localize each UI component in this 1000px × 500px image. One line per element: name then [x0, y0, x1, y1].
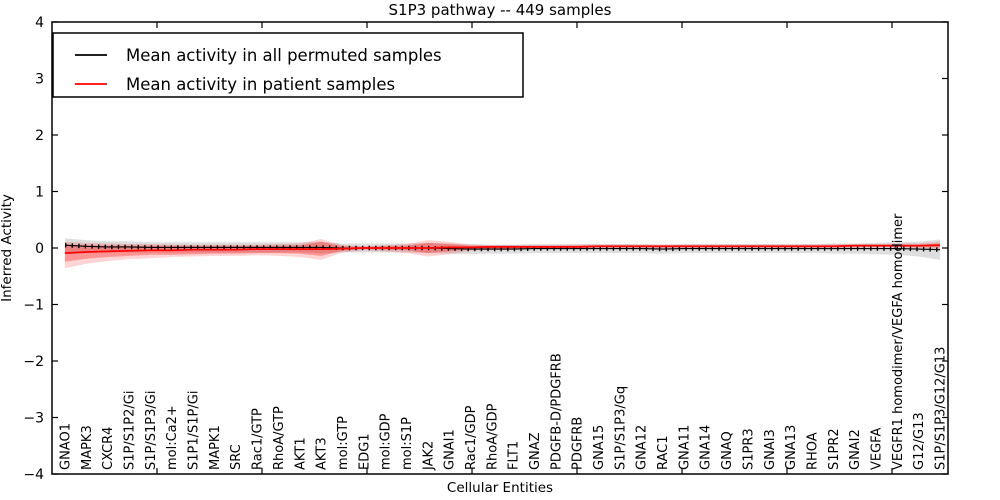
x-tick-label: mol:Ca2+: [165, 405, 180, 470]
y-tick-label: 0: [35, 241, 44, 257]
x-tick-label: Rac1/GDP: [464, 405, 479, 470]
x-tick-label: mol:GDP: [379, 413, 394, 470]
legend-label: Mean activity in all permuted samples: [126, 46, 442, 65]
legend-label: Mean activity in patient samples: [126, 75, 395, 94]
y-tick-label: 3: [35, 71, 44, 87]
x-tick-label: GNAO1: [59, 423, 74, 470]
x-tick-label: GNA13: [784, 425, 799, 470]
x-tick-label: mol:GTP: [336, 416, 351, 470]
y-tick-label: −3: [23, 410, 44, 426]
x-tick-label: mol:S1P: [400, 417, 415, 470]
x-tick-label: FLT1: [507, 441, 522, 470]
x-tick-label: GNAZ: [528, 432, 543, 470]
x-tick-label: RhoA/GDP: [485, 403, 500, 470]
y-tick-label: 2: [35, 128, 44, 144]
x-tick-label: RhoA/GTP: [272, 406, 287, 470]
x-tick-label: RAC1: [656, 435, 671, 470]
x-tick-label: PDGFB-D/PDGFRB: [549, 353, 564, 470]
x-tick-label: AKT1: [293, 437, 308, 470]
x-tick-label: AKT3: [315, 437, 330, 470]
x-tick-label: GNA12: [635, 425, 650, 470]
x-tick-label: GNA14: [699, 425, 714, 470]
patient-mean-line: [64, 244, 941, 254]
y-tick-label: −1: [23, 297, 44, 313]
x-tick-label: GNAI1: [443, 429, 458, 470]
x-tick-label: S1P/S1P3/G12/G13: [934, 347, 949, 470]
y-tick-label: −2: [23, 354, 44, 370]
x-tick-label: S1P/S1P3/Gq: [613, 386, 628, 470]
x-tick-label: GNA15: [592, 425, 607, 470]
legend: Mean activity in all permuted samples Mea…: [52, 32, 524, 98]
y-axis-label: Inferred Activity: [0, 194, 15, 302]
x-tick-label: MAPK1: [208, 425, 223, 470]
x-tick-label: RHOA: [805, 432, 820, 470]
x-tick-label: S1P1/S1P/Gi: [187, 391, 202, 470]
chart-title: S1P3 pathway -- 449 samples: [389, 1, 612, 19]
x-tick-label: S1PR3: [741, 428, 756, 470]
y-tick-label: −4: [23, 467, 44, 483]
x-tick-label: PDGFRB: [571, 417, 586, 470]
x-tick-label: JAK2: [421, 441, 436, 471]
x-tick-label: GNAI3: [763, 429, 778, 470]
x-tick-label: G12/G13: [912, 412, 927, 470]
x-tick-label: VEGFA: [869, 428, 884, 470]
x-axis-label: Cellular Entities: [447, 480, 553, 496]
x-tick-label: GNA11: [677, 425, 692, 470]
x-tick-label: MAPK3: [80, 425, 95, 470]
x-tick-label: S1P/S1P3/Gi: [144, 391, 159, 470]
x-tick-label: S1P/S1P2/Gi: [123, 391, 138, 470]
x-tick-label: GNAI2: [848, 429, 863, 470]
x-tick-label: S1PR2: [827, 428, 842, 470]
x-tick-label: SRC: [229, 444, 244, 470]
x-tick-label: VEGFR1 homodimer/VEGFA homodimer: [891, 213, 906, 470]
y-tick-label: 4: [35, 15, 44, 31]
permuted-mean-line-markers: [64, 243, 941, 252]
x-tick-label: EDG1: [357, 433, 372, 470]
x-tick-label: Rac1/GTP: [251, 408, 266, 470]
x-tick-label: CXCR4: [101, 427, 116, 470]
x-tick-label: GNAQ: [720, 431, 735, 470]
legend-box: [52, 32, 524, 98]
y-tick-label: 1: [35, 184, 44, 200]
